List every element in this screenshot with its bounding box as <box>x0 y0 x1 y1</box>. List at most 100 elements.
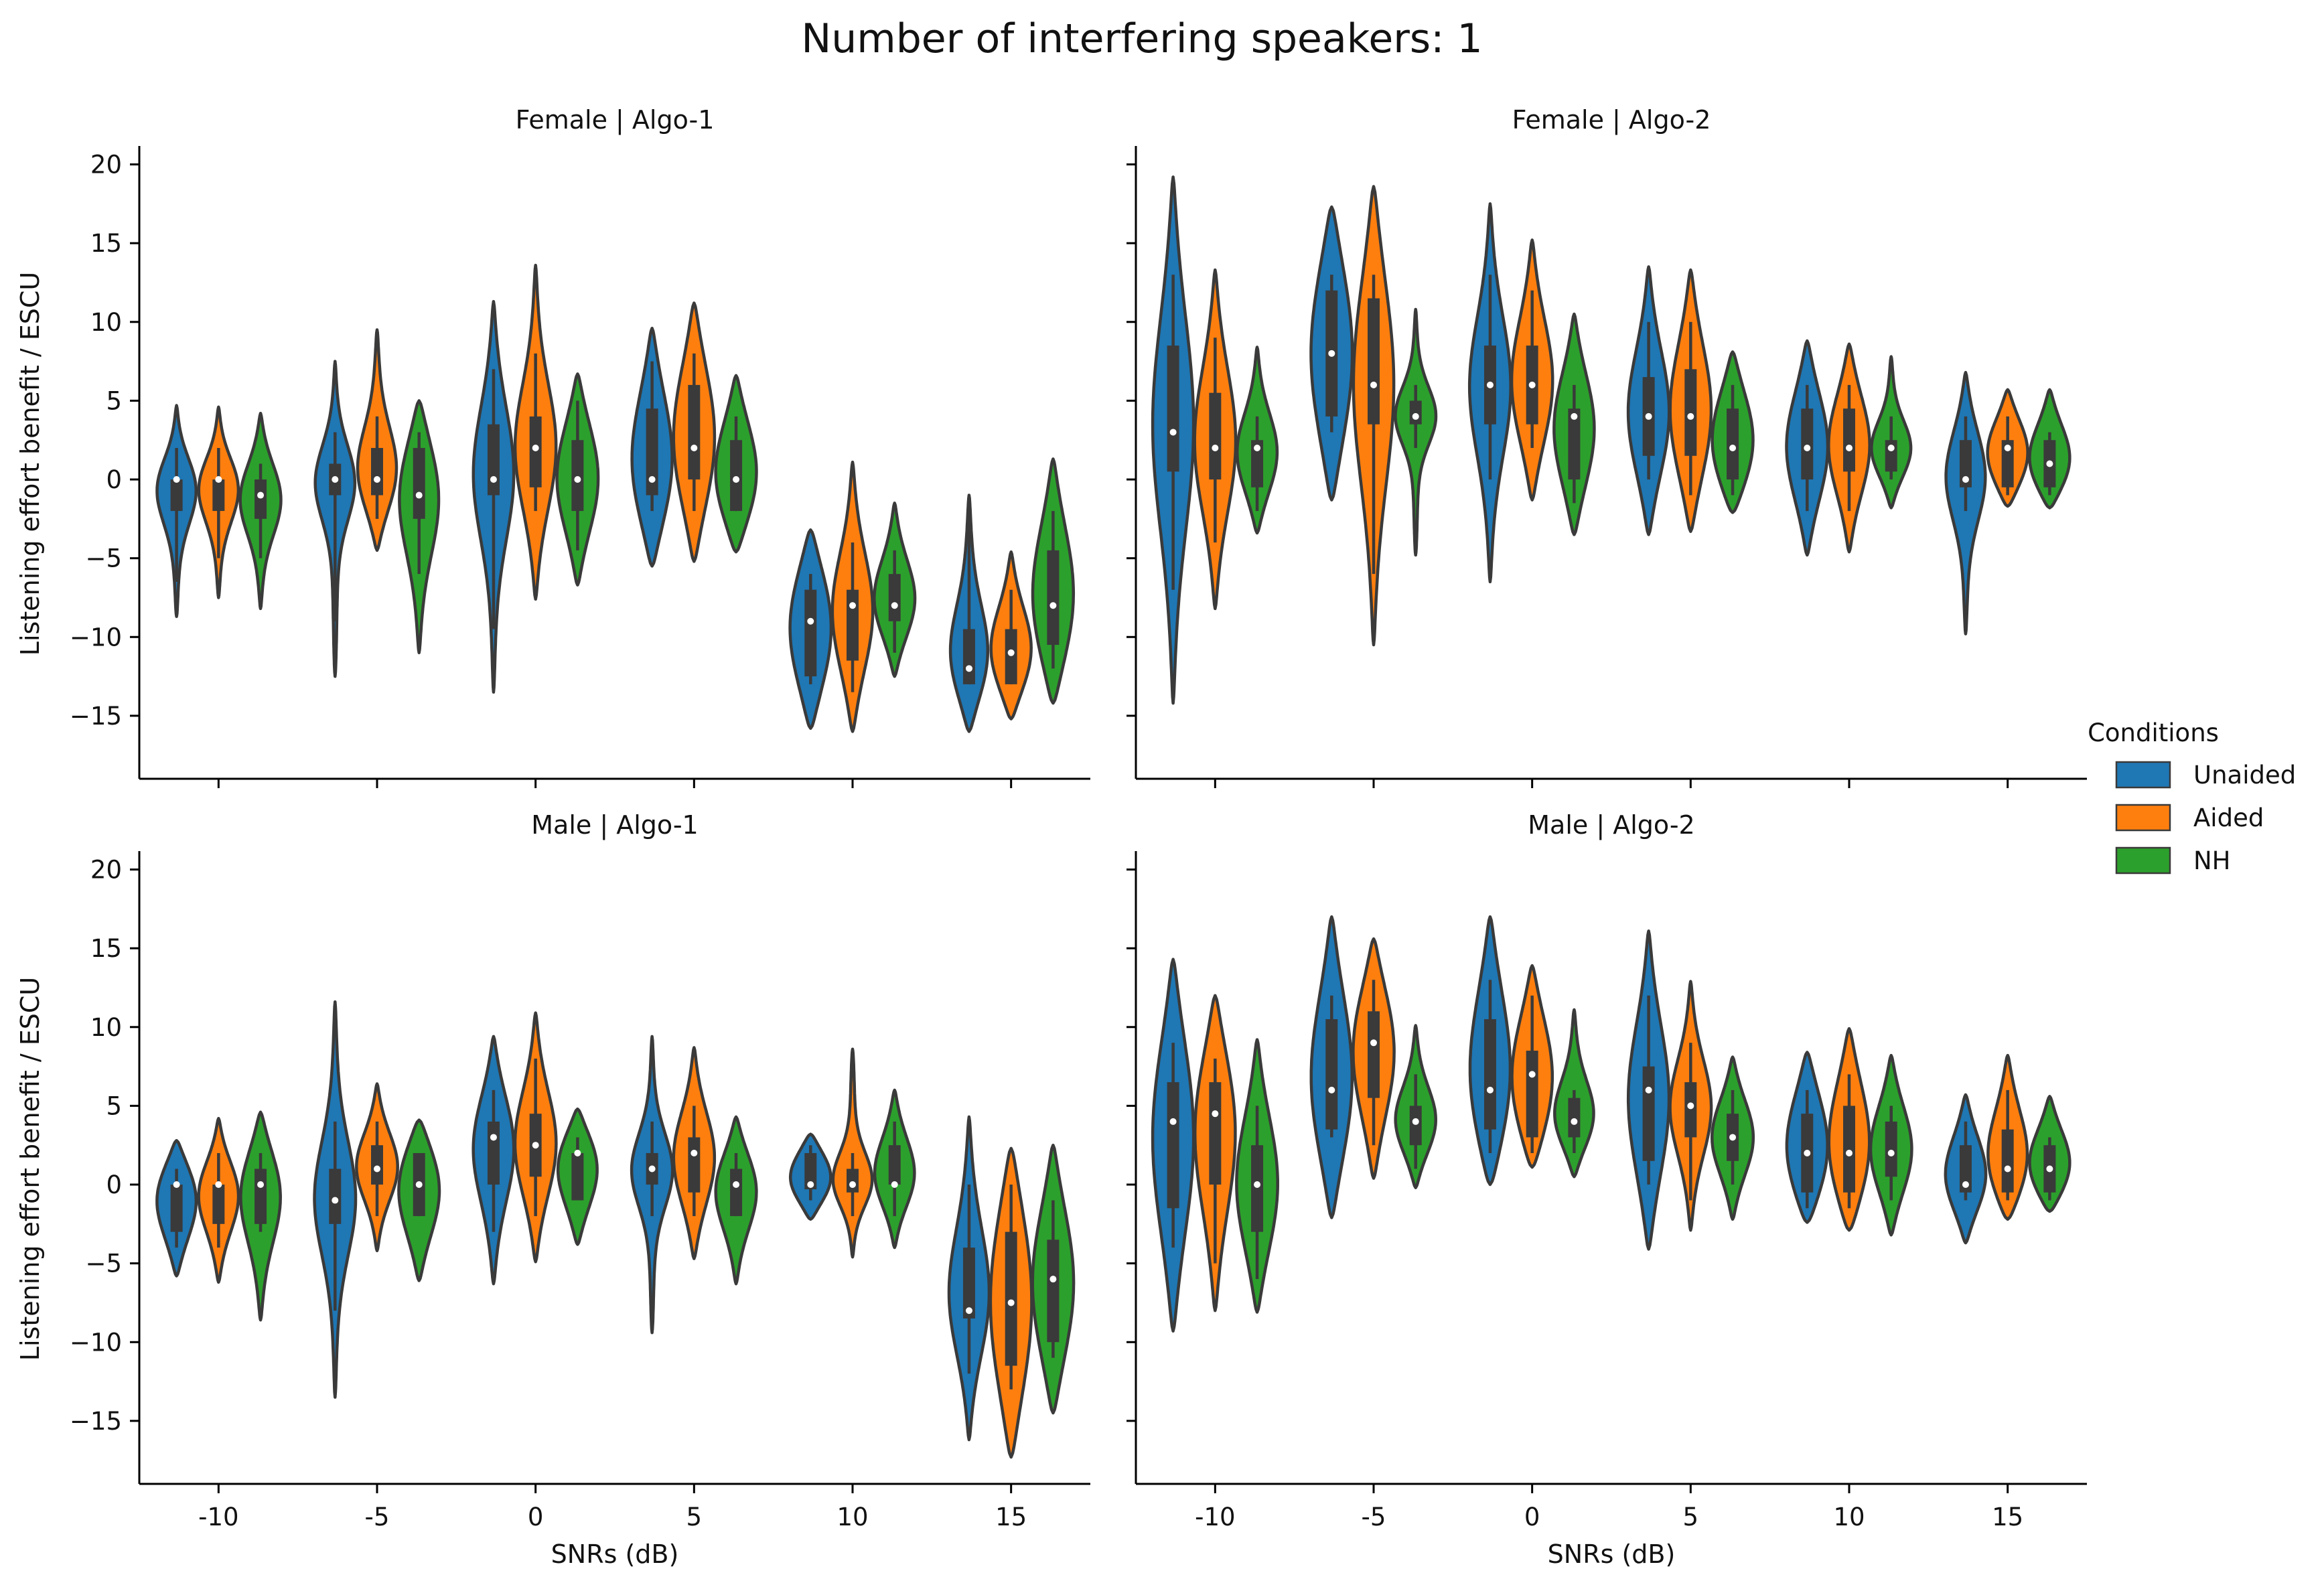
violin-median-dot <box>2004 444 2011 451</box>
y-tick-label: 20 <box>90 856 122 885</box>
y-axis-label: Listening effort benefit / ESCU <box>15 272 45 656</box>
violin-iqr-box <box>1684 369 1697 456</box>
violin-unaided-10 <box>788 528 833 730</box>
violin-median-dot <box>691 444 698 451</box>
panel-title: Male | Algo-1 <box>531 810 699 840</box>
violin-nh-10 <box>873 502 917 678</box>
violin-iqr-box <box>688 384 701 480</box>
violin-median-dot <box>257 492 265 499</box>
violin-iqr-box <box>1885 1121 1897 1177</box>
violin-median-dot <box>1212 1110 1219 1118</box>
violin-median-dot <box>1729 1134 1737 1141</box>
violin-iqr-box <box>1843 408 1855 472</box>
violin-aided-5 <box>1668 980 1713 1232</box>
violin-median-dot <box>849 1181 856 1189</box>
violin-median-dot <box>532 1142 539 1149</box>
violin-iqr-box <box>2001 1129 2014 1193</box>
violin-iqr-box <box>1568 408 1581 480</box>
violin-unaided-0 <box>471 1035 516 1286</box>
violin-median-dot <box>1962 476 1969 483</box>
y-tick-label: 5 <box>106 386 122 415</box>
violin-iqr-box <box>1959 1145 1972 1193</box>
violin-median-dot <box>1962 1181 1969 1189</box>
violin-iqr-box <box>371 447 383 496</box>
y-tick-label: 0 <box>106 465 122 494</box>
violin-unaided--5 <box>1309 915 1354 1219</box>
violin-median-dot <box>1804 444 1811 451</box>
violin-median-dot <box>574 476 581 483</box>
violin-iqr-box <box>1568 1098 1581 1138</box>
violin-nh-10 <box>873 1088 916 1250</box>
violin-iqr-box <box>1005 629 1017 684</box>
violin-median-dot <box>1169 1118 1177 1125</box>
violin-nh-0 <box>1552 312 1596 536</box>
x-tick-label: 5 <box>686 1503 703 1531</box>
violin-iqr-box <box>1409 1106 1422 1146</box>
violin-median-dot <box>1645 412 1652 420</box>
violin-median-dot <box>257 1181 265 1189</box>
violin-iqr-box <box>487 424 500 496</box>
violin-iqr-box <box>1167 1082 1179 1209</box>
violin-aided--5 <box>1352 937 1396 1180</box>
violin-iqr-box <box>1843 1106 1855 1193</box>
violin-iqr-box <box>1727 408 1739 480</box>
violin-median-dot <box>1846 1149 1853 1156</box>
violin-median-dot <box>374 476 380 483</box>
violin-unaided--5 <box>1309 205 1354 502</box>
violin-unaided-5 <box>630 1035 674 1335</box>
violin-aided--5 <box>1352 185 1396 647</box>
violin-iqr-box <box>730 440 743 512</box>
violin-aided-5 <box>672 301 717 563</box>
violin-iqr-box <box>1209 392 1222 480</box>
figure-title: Number of interfering speakers: 1 <box>801 15 1482 62</box>
y-tick-label: 0 <box>106 1171 122 1199</box>
y-tick-label: 15 <box>90 934 122 963</box>
violin-nh--10 <box>1235 1038 1279 1314</box>
violin-aided--5 <box>355 1082 399 1253</box>
violin-median-dot <box>1571 1118 1578 1125</box>
violin-median-dot <box>1804 1149 1811 1156</box>
violin-aided-10 <box>1827 342 1871 554</box>
legend-label-nh: NH <box>2193 846 2231 875</box>
violin-median-dot <box>648 476 656 483</box>
violin-nh-0 <box>1553 1008 1595 1179</box>
y-tick-label: 5 <box>106 1091 122 1120</box>
violin-median-dot <box>733 1181 740 1189</box>
violin-median-dot <box>1528 381 1536 388</box>
violin-median-dot <box>1846 444 1853 451</box>
legend-swatch-aided <box>2115 804 2171 832</box>
violin-iqr-box <box>212 479 225 512</box>
violin-unaided-15 <box>1944 1093 1988 1245</box>
violin-iqr-box <box>847 589 859 661</box>
violin-iqr-box <box>1483 1019 1496 1130</box>
violin-iqr-box <box>1642 1066 1655 1161</box>
violin-iqr-box <box>1325 1019 1338 1130</box>
violin-iqr-box <box>212 1185 225 1224</box>
x-tick-label: 0 <box>1524 1503 1540 1531</box>
violin-iqr-box <box>170 479 183 512</box>
y-tick-label: −5 <box>85 544 122 573</box>
facet-panels: Female | Algo-1 −15 −10 −5 0 5 10 15 20 Listening… <box>15 105 2087 1569</box>
x-tick-label: -10 <box>1195 1503 1235 1531</box>
violin-median-dot <box>849 602 856 609</box>
violin-unaided--10 <box>155 1138 198 1278</box>
violin-nh-15 <box>1031 1143 1076 1415</box>
violin-unaided-15 <box>948 494 990 733</box>
violin-unaided-10 <box>1785 1051 1829 1224</box>
y-tick-label: 10 <box>90 1013 122 1042</box>
violin-iqr-box <box>1368 1011 1380 1098</box>
legend-title: Conditions <box>2088 719 2219 747</box>
violin-unaided-15 <box>947 1115 991 1442</box>
violin-median-dot <box>965 1307 972 1314</box>
violin-median-dot <box>891 602 898 609</box>
violin-median-dot <box>1887 1149 1895 1156</box>
violin-iqr-box <box>888 574 901 621</box>
violin-nh-0 <box>555 372 600 587</box>
violin-iqr-box <box>329 1168 342 1224</box>
violin-median-dot <box>733 476 740 483</box>
violin-median-dot <box>215 476 222 483</box>
violin-iqr-box <box>170 1185 183 1232</box>
violin-iqr-box <box>888 1145 901 1185</box>
violin-nh-15 <box>1031 457 1076 705</box>
x-tick-label: -5 <box>1362 1503 1386 1531</box>
